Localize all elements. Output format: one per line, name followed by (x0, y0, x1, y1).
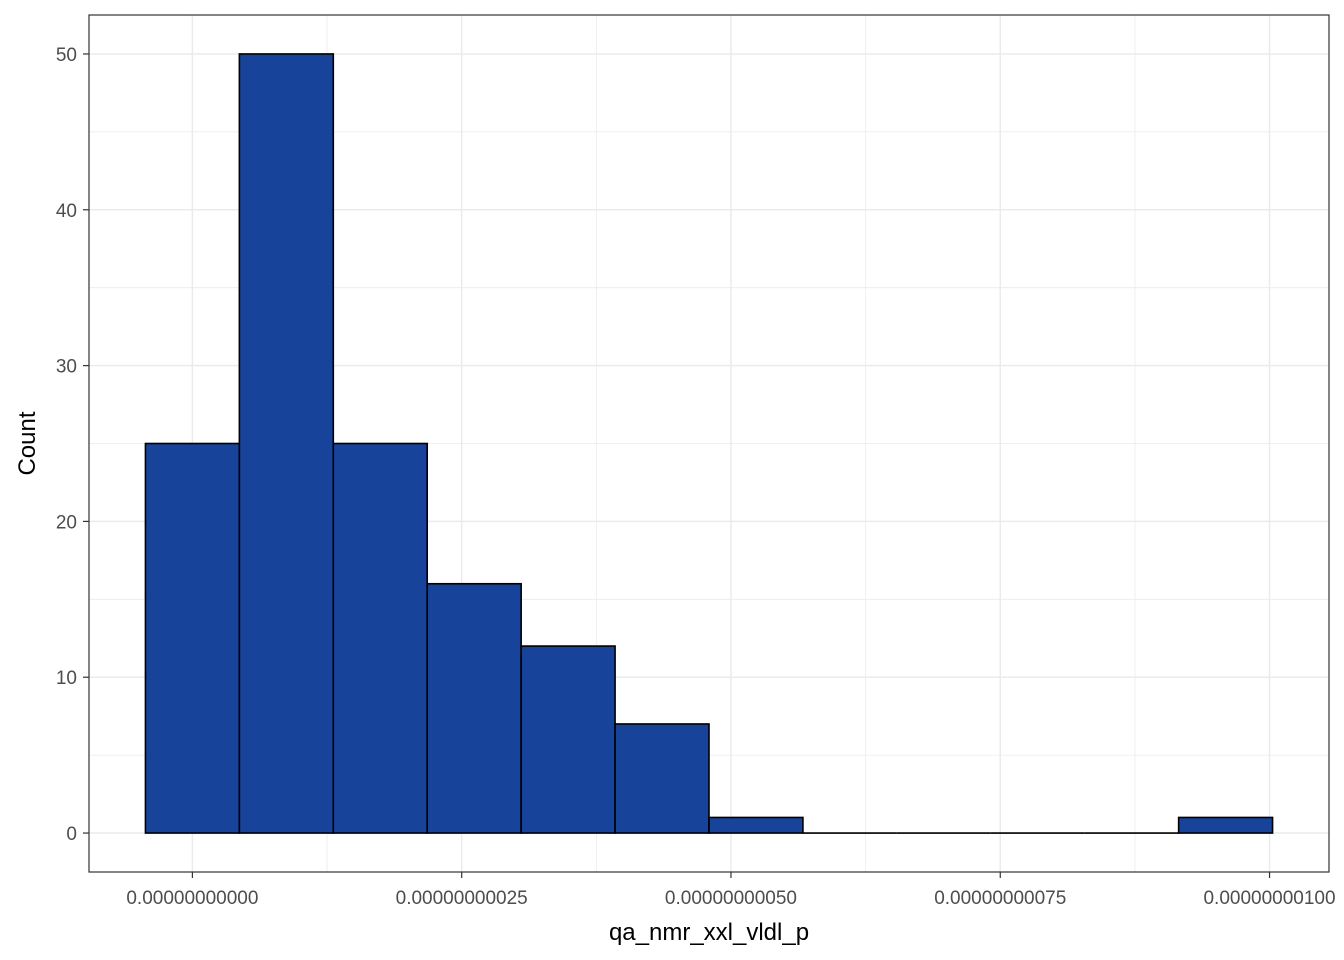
x-tick-label: 0.00000000050 (665, 888, 797, 909)
histogram-bar-1 (144, 442, 241, 834)
histogram-bar-4 (426, 582, 522, 834)
histogram-bar-7 (708, 816, 804, 834)
x-axis: 0.00000000000 0.00000000025 0.00000000050 0… (126, 872, 1336, 909)
y-tick-label: 10 (56, 668, 77, 689)
histogram-bar-12 (1177, 816, 1274, 834)
y-axis-title: Count (14, 411, 41, 475)
y-tick-label: 0 (66, 824, 77, 845)
y-tick-label: 30 (56, 357, 77, 378)
histogram-bar-2 (238, 53, 335, 834)
histogram-bar-5 (520, 645, 616, 834)
y-tick-label: 20 (56, 512, 77, 533)
x-tick-label: 0.00000000025 (396, 888, 528, 909)
y-tick-label: 40 (56, 201, 77, 222)
x-tick-label: 0.00000000100 (1203, 888, 1335, 909)
histogram-bar-6 (614, 723, 710, 834)
histogram-bar-3 (332, 442, 429, 834)
panel-border (88, 14, 1330, 873)
y-axis: 0 10 20 30 40 50 (56, 45, 89, 845)
histogram-bars (144, 53, 1274, 834)
x-tick-label: 0.00000000000 (126, 888, 258, 909)
x-tick-label: 0.00000000075 (934, 888, 1066, 909)
x-axis-title: qa_nmr_xxl_vldl_p (609, 919, 809, 946)
y-tick-label: 50 (56, 45, 77, 66)
